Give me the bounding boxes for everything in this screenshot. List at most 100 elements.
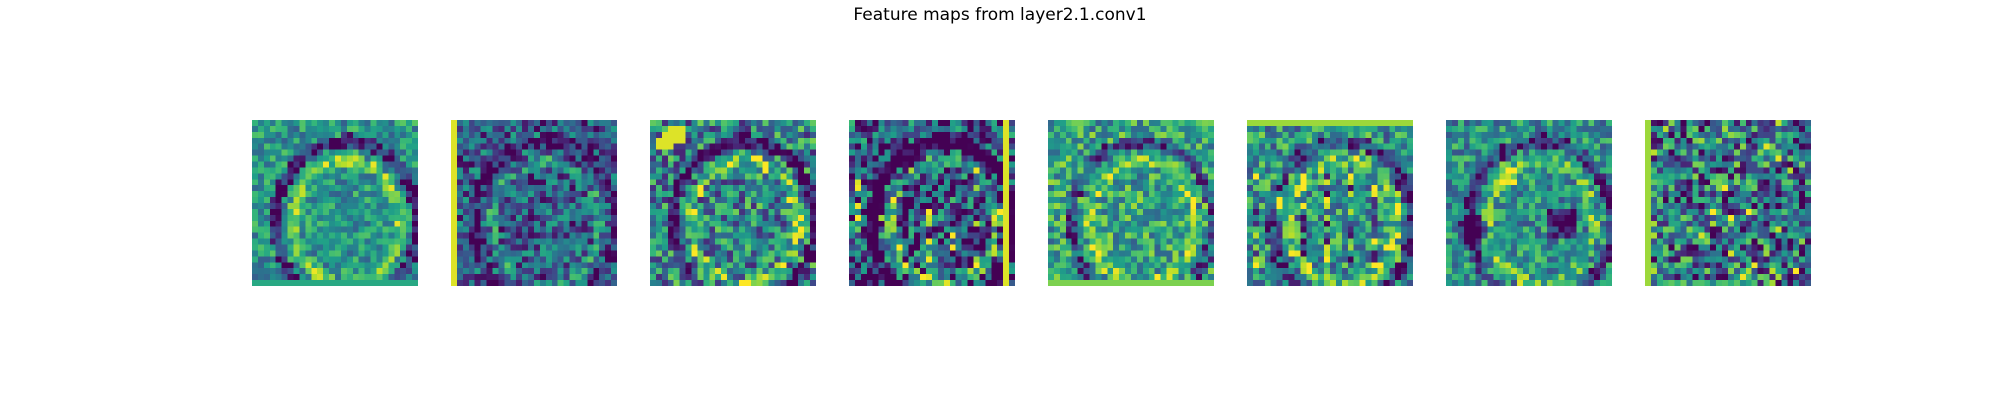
heatmap-cell <box>406 120 413 127</box>
heatmap-cell <box>866 226 873 233</box>
heatmap-cell <box>575 197 582 204</box>
heatmap-cell <box>902 137 909 144</box>
heatmap-cell <box>370 250 377 257</box>
heatmap-cell <box>1053 131 1060 138</box>
heatmap-cell <box>902 120 909 127</box>
heatmap-cell <box>1142 244 1149 251</box>
heatmap-cell <box>394 149 401 156</box>
heatmap-cell <box>1131 256 1138 263</box>
heatmap-cell <box>1107 208 1114 215</box>
heatmap-cell <box>1166 125 1173 132</box>
heatmap-cell <box>575 262 582 269</box>
heatmap-cell <box>866 149 873 156</box>
heatmap-cell <box>451 167 458 174</box>
heatmap-cell <box>804 214 811 221</box>
heatmap-cell <box>400 268 407 275</box>
heatmap-cell <box>1377 149 1384 156</box>
heatmap-cell <box>733 143 740 150</box>
heatmap-cell <box>1208 191 1214 198</box>
heatmap-cell <box>860 120 867 127</box>
heatmap-cell <box>1264 203 1271 210</box>
heatmap-cell <box>1172 250 1179 257</box>
heatmap-cell <box>1166 149 1173 156</box>
heatmap-cell <box>287 208 294 215</box>
heatmap-cell <box>534 203 541 210</box>
heatmap-cell <box>709 256 716 263</box>
heatmap-cell <box>462 173 469 180</box>
heatmap-cell <box>545 203 552 210</box>
heatmap-cell <box>1009 208 1015 215</box>
heatmap-cell <box>451 256 458 263</box>
heatmap-cell <box>1529 173 1536 180</box>
heatmap-cell <box>293 155 300 162</box>
heatmap-cell <box>1294 185 1301 192</box>
heatmap-cell <box>1383 120 1390 127</box>
heatmap-cell <box>1546 149 1553 156</box>
heatmap-cell <box>1383 191 1390 198</box>
heatmap-cell <box>985 208 992 215</box>
heatmap-cell <box>498 137 505 144</box>
heatmap-cell <box>721 274 728 281</box>
heatmap-cell <box>1564 125 1571 132</box>
heatmap-cell <box>685 161 692 168</box>
heatmap-cell <box>1270 232 1277 239</box>
heatmap-cell <box>1258 120 1265 127</box>
heatmap-cell <box>528 274 535 281</box>
heatmap-cell <box>1359 268 1366 275</box>
heatmap-cell <box>376 120 383 127</box>
heatmap-cell <box>599 280 606 286</box>
heatmap-cell <box>364 226 371 233</box>
heatmap-cell <box>257 268 264 275</box>
heatmap-cell <box>1113 232 1120 239</box>
heatmap-cell <box>1083 220 1090 227</box>
heatmap-cell <box>346 197 353 204</box>
heatmap-cell <box>1552 167 1559 174</box>
heatmap-cell <box>955 250 962 257</box>
heatmap-cell <box>1190 120 1197 127</box>
heatmap-cell <box>1142 131 1149 138</box>
heatmap-cell <box>744 179 751 186</box>
heatmap-cell <box>1178 179 1185 186</box>
heatmap-cell <box>528 220 535 227</box>
heatmap-cell <box>394 226 401 233</box>
heatmap-cell <box>1053 203 1060 210</box>
heatmap-cell <box>896 120 903 127</box>
heatmap-cell <box>1407 244 1413 251</box>
heatmap-cell <box>269 268 276 275</box>
heatmap-cell <box>854 280 861 286</box>
heatmap-cell <box>1172 262 1179 269</box>
heatmap-cell <box>593 197 600 204</box>
heatmap-cell <box>311 280 318 286</box>
heatmap-cell <box>605 208 612 215</box>
heatmap-cell <box>1570 155 1577 162</box>
heatmap-cell <box>866 173 873 180</box>
heatmap-cell <box>358 268 365 275</box>
heatmap-cell <box>281 197 288 204</box>
heatmap-cell <box>1142 226 1149 233</box>
heatmap-cell <box>1048 280 1055 286</box>
heatmap-cell <box>1347 203 1354 210</box>
heatmap-cell <box>914 226 921 233</box>
heatmap-cell <box>661 268 668 275</box>
heatmap-cell <box>738 120 745 127</box>
heatmap-cell <box>563 268 570 275</box>
heatmap-cell <box>504 244 511 251</box>
heatmap-cell <box>1196 179 1203 186</box>
heatmap-cell <box>1383 155 1390 162</box>
heatmap-cell <box>412 173 418 180</box>
heatmap-cell <box>991 185 998 192</box>
heatmap-cell <box>849 185 856 192</box>
heatmap-cell <box>257 137 264 144</box>
heatmap-cell <box>1353 120 1360 127</box>
heatmap-cell <box>335 280 342 286</box>
heatmap-cell <box>1077 149 1084 156</box>
heatmap-cell <box>1324 274 1331 281</box>
heatmap-cell <box>1582 155 1589 162</box>
heatmap-cell <box>293 137 300 144</box>
heatmap-cell <box>451 226 458 233</box>
heatmap-cell <box>1101 185 1108 192</box>
heatmap-cell <box>1353 197 1360 204</box>
heatmap-cell <box>985 185 992 192</box>
heatmap-cell <box>587 250 594 257</box>
heatmap-cell <box>744 203 751 210</box>
